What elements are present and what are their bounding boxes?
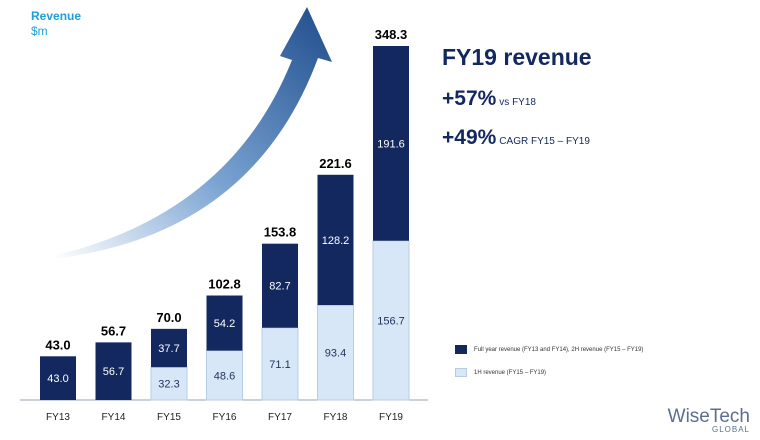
data-label-full-or-second-half: 191.6 [377, 138, 405, 150]
data-label-total: 221.6 [319, 156, 352, 171]
legend-swatch-light [455, 368, 467, 377]
stat-yoy-caption: vs FY18 [499, 97, 536, 108]
data-label-first-half: 71.1 [269, 359, 290, 371]
stat-cagr-caption: CAGR FY15 – FY19 [499, 136, 590, 147]
bar-segment-first-half [150, 366, 188, 401]
x-tick-label: FY13 [46, 412, 70, 423]
legend-label-first-half: 1H revenue (FY15 – FY19) [474, 369, 547, 376]
data-label-total: 348.3 [375, 27, 408, 42]
data-label-full-or-second-half: 54.2 [214, 318, 235, 330]
legend-item-first-half: 1H revenue (FY15 – FY19) [455, 368, 546, 377]
bar-segment-full-or-second-half [151, 328, 187, 368]
bar-segment-full-or-second-half [317, 174, 354, 306]
data-label-full-or-second-half: 37.7 [158, 343, 179, 355]
stat-cagr: +49% CAGR FY15 – FY19 [442, 126, 590, 150]
x-tick-label: FY17 [268, 412, 292, 423]
x-tick-label: FY18 [324, 412, 348, 423]
x-tick-label: FY14 [102, 412, 126, 423]
logo-subtitle: GLOBAL [711, 425, 750, 434]
y-axis-unit: $m [31, 24, 48, 38]
x-tick-label: FY15 [157, 412, 181, 423]
bar-segment-full-or-second-half [206, 295, 243, 351]
bar-segment-first-half [372, 240, 410, 401]
legend-swatch-dark [455, 345, 467, 354]
data-label-first-half: 32.3 [158, 379, 179, 391]
data-label-full-or-second-half: 43.0 [47, 373, 68, 385]
stat-cagr-value: +49% [442, 126, 497, 149]
logo-name: WiseTech [667, 406, 750, 427]
data-label-total: 56.7 [101, 323, 126, 338]
data-label-first-half: 156.7 [377, 315, 405, 327]
growth-arrow [52, 7, 332, 259]
data-label-total: 43.0 [45, 337, 70, 352]
x-tick-label: FY16 [213, 412, 237, 423]
stat-yoy-growth: +57% vs FY18 [442, 87, 536, 111]
data-label-total: 153.8 [264, 225, 297, 240]
data-label-first-half: 48.6 [214, 370, 235, 382]
bar-segment-full-or-second-half [373, 46, 409, 241]
data-label-first-half: 93.4 [325, 348, 346, 360]
bar-segment-first-half [317, 304, 354, 401]
panel-headline: FY19 revenue [442, 44, 592, 70]
legend-item-full-year: Full year revenue (FY13 and FY14), 2H re… [455, 345, 643, 354]
x-tick-label: FY19 [379, 412, 403, 423]
stat-yoy-value: +57% [442, 87, 497, 110]
data-label-full-or-second-half: 56.7 [103, 366, 124, 378]
company-logo: WiseTech GLOBAL [666, 406, 750, 435]
bar-segment-full-or-second-half [95, 342, 132, 400]
data-label-total: 70.0 [156, 310, 181, 325]
data-label-total: 102.8 [208, 277, 241, 292]
bar-segment-full-or-second-half [262, 243, 298, 328]
legend-label-full-year: Full year revenue (FY13 and FY14), 2H re… [474, 346, 644, 353]
bar-segment-full-or-second-half [40, 356, 76, 400]
y-axis-label: Revenue [31, 9, 82, 23]
data-label-full-or-second-half: 128.2 [322, 235, 350, 247]
data-label-full-or-second-half: 82.7 [269, 281, 290, 293]
revenue-chart: 43.0 43.0 FY13 56.7 56.7 FY14 32.3 37.7 70.0 FY15… [20, 7, 428, 423]
